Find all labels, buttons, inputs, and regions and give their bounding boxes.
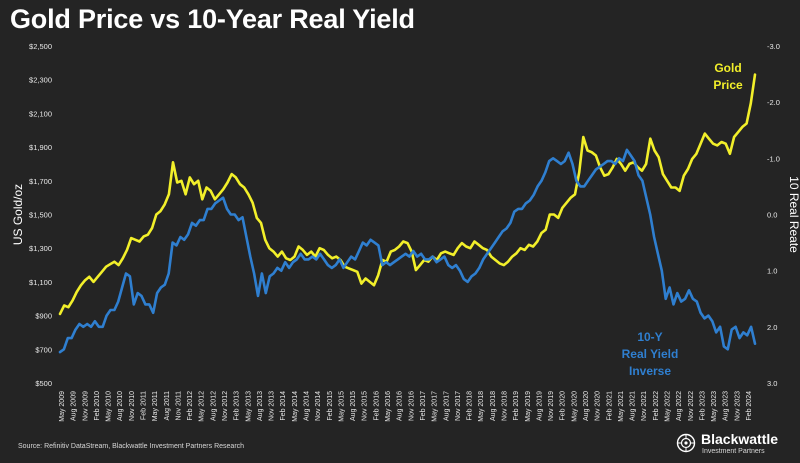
real-yield-label: 10-Y [637, 330, 662, 344]
x-tick-label: Aug 2019 [536, 391, 543, 421]
x-tick-label: May 2010 [106, 391, 113, 422]
x-tick-label: May 2023 [711, 391, 718, 422]
series-group [58, 73, 757, 354]
x-tick-label: Feb 2021 [606, 391, 613, 421]
x-tick-label: May 2016 [385, 391, 392, 422]
x-tick-label: Aug 2023 [723, 391, 730, 421]
x-tick-label: Feb 2016 [373, 391, 380, 421]
x-tick-label: Aug 2010 [117, 391, 124, 421]
y-right-tick-label: -3.0 [767, 42, 780, 51]
x-tick-label: Nov 2019 [548, 391, 555, 421]
x-tick-label: May 2011 [152, 391, 159, 421]
y-left-tick-label: $2,300 [29, 76, 52, 85]
x-tick-label: Aug 2021 [630, 391, 637, 421]
x-tick-label: Aug 2020 [583, 391, 590, 421]
y-right-axis-title: 10 Real Reate [787, 176, 800, 253]
x-tick-label: May 2015 [338, 391, 345, 422]
gold-price-label: Price [713, 78, 743, 92]
x-tick-label: Nov 2021 [641, 391, 648, 421]
x-tick-label: Aug 2015 [350, 391, 357, 421]
x-tick-label: Nov 2009 [82, 391, 89, 421]
x-tick-label: Feb 2024 [746, 391, 753, 421]
y-right-tick-label: -1.0 [767, 154, 780, 163]
x-tick-label: Feb 2019 [513, 391, 520, 421]
x-tick-label: Nov 2017 [455, 391, 462, 421]
x-tick-label: Aug 2012 [210, 391, 217, 421]
y-left-tick-label: $1,100 [29, 278, 52, 287]
y-right-tick-label: 2.0 [767, 323, 777, 332]
chart-title: Gold Price vs 10-Year Real Yield [10, 4, 415, 34]
y-left-tick-label: $1,300 [29, 244, 52, 253]
x-tick-label: Aug 2014 [304, 391, 311, 421]
x-tick-label: Nov 2011 [175, 391, 182, 421]
x-tick-label: Nov 2014 [315, 391, 322, 421]
x-tick-label: Aug 2022 [676, 391, 683, 421]
x-tick-label: Feb 2012 [187, 391, 194, 421]
y-left-tick-label: $1,500 [29, 211, 52, 220]
real-yield-label: Real Yield [622, 347, 679, 361]
y-left-tick-label: $1,700 [29, 177, 52, 186]
x-tick-label: Nov 2015 [362, 391, 369, 421]
x-tick-label: Feb 2015 [327, 391, 334, 421]
x-tick-label: Feb 2013 [234, 391, 241, 421]
y-left-tick-label: $2,500 [29, 42, 52, 51]
y-left-tick-label: $1,900 [29, 143, 52, 152]
x-tick-label: May 2022 [664, 391, 671, 422]
x-tick-label: Aug 2013 [257, 391, 264, 421]
x-tick-label: May 2020 [571, 391, 578, 422]
x-tick-label: Nov 2013 [269, 391, 276, 421]
x-tick-label: Feb 2022 [653, 391, 660, 421]
x-tick-label: Nov 2010 [129, 391, 136, 421]
x-tick-label: Feb 2017 [420, 391, 427, 421]
real-yield-inverse-line [58, 148, 757, 354]
y-left-axis-title: US Gold/oz [11, 184, 25, 245]
x-tick-label: Nov 2020 [595, 391, 602, 421]
x-tick-label: May 2018 [478, 391, 485, 422]
y-right-tick-label: 3.0 [767, 379, 777, 388]
y-right-tick-label: -2.0 [767, 98, 780, 107]
axes-group: $2,500 $2,300 $2,100 $1,900 $1,700 $1,500 $1,3… [11, 42, 800, 422]
x-tick-label: Nov 2022 [688, 391, 695, 421]
y-right-tick-label: 0.0 [767, 211, 777, 220]
x-tick-label: Feb 2010 [94, 391, 101, 421]
x-tick-label: Nov 2018 [501, 391, 508, 421]
x-tick-label: May 2013 [245, 391, 252, 422]
x-tick-label: Feb 2018 [467, 391, 474, 421]
y-left-tick-label: $700 [35, 345, 52, 354]
x-tick-label: May 2017 [432, 391, 439, 422]
series-labels-group: Gold Price 10-Y Real Yield Inverse [622, 61, 743, 378]
x-tick-label: Aug 2016 [397, 391, 404, 421]
x-tick-label: Aug 2009 [71, 391, 78, 421]
x-tick-label: Nov 2023 [734, 391, 741, 421]
x-tick-label: Feb 2020 [560, 391, 567, 421]
x-tick-label: Feb 2011 [141, 391, 148, 420]
source-note: Source: Refinitiv DataStream, Blackwattl… [18, 443, 245, 450]
y-left-tick-label: $900 [35, 312, 52, 321]
x-tick-label: May 2009 [59, 391, 66, 422]
x-tick-label: Nov 2012 [222, 391, 229, 421]
x-tick-label: Feb 2014 [280, 391, 287, 421]
brand-name: Blackwattle [701, 431, 779, 447]
x-tick-label: May 2019 [525, 391, 532, 422]
real-yield-label: Inverse [629, 364, 671, 378]
blackwattle-logo-icon [676, 433, 696, 453]
x-tick-label: Aug 2017 [443, 391, 450, 421]
y-left-tick-label: $500 [35, 379, 52, 388]
y-right-tick-label: 1.0 [767, 267, 777, 276]
x-tick-label: Nov 2016 [408, 391, 415, 421]
x-tick-label: Feb 2023 [699, 391, 706, 421]
x-tick-label: May 2021 [618, 391, 625, 422]
x-tick-label: May 2012 [199, 391, 206, 422]
x-tick-label: Aug 2018 [490, 391, 497, 421]
x-tick-label: May 2014 [292, 391, 299, 422]
gold-price-line [58, 73, 757, 316]
y-left-tick-label: $2,100 [29, 109, 52, 118]
gold-price-label: Gold [714, 61, 741, 75]
brand-subtitle: Investment Partners [702, 448, 765, 455]
x-tick-label: Aug 2011 [164, 391, 171, 421]
